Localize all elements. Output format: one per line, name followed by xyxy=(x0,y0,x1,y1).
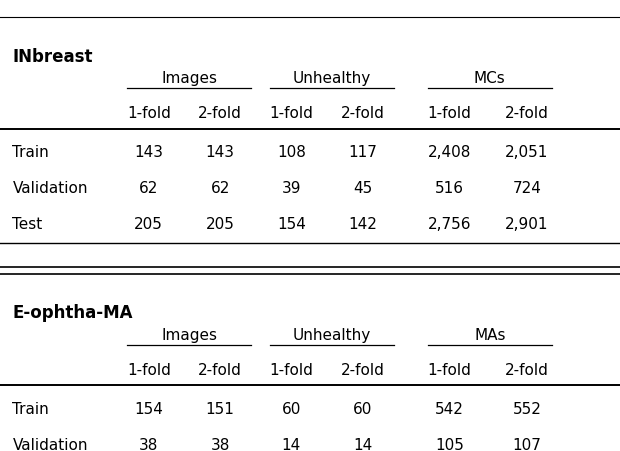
Text: 14: 14 xyxy=(281,437,301,451)
Text: 38: 38 xyxy=(210,437,230,451)
Text: 117: 117 xyxy=(348,145,377,160)
Text: 108: 108 xyxy=(277,145,306,160)
Text: 107: 107 xyxy=(513,437,541,451)
Text: 1-fold: 1-fold xyxy=(127,363,170,377)
Text: 14: 14 xyxy=(353,437,373,451)
Text: Images: Images xyxy=(161,71,217,86)
Text: 2-fold: 2-fold xyxy=(505,363,549,377)
Text: 142: 142 xyxy=(348,217,377,232)
Text: 2,901: 2,901 xyxy=(505,217,549,232)
Text: Images: Images xyxy=(161,327,217,342)
Text: 2,756: 2,756 xyxy=(428,217,471,232)
Text: 1-fold: 1-fold xyxy=(270,106,313,121)
Text: Unhealthy: Unhealthy xyxy=(293,327,371,342)
Text: Train: Train xyxy=(12,401,49,416)
Text: 60: 60 xyxy=(353,401,373,416)
Text: Validation: Validation xyxy=(12,181,88,196)
Text: 1-fold: 1-fold xyxy=(428,106,471,121)
Text: 724: 724 xyxy=(513,181,541,196)
Text: 2-fold: 2-fold xyxy=(198,363,242,377)
Text: E-ophtha-MA: E-ophtha-MA xyxy=(12,304,133,322)
Text: 1-fold: 1-fold xyxy=(127,106,170,121)
Text: 154: 154 xyxy=(135,401,163,416)
Text: 2-fold: 2-fold xyxy=(198,106,242,121)
Text: 151: 151 xyxy=(206,401,234,416)
Text: 60: 60 xyxy=(281,401,301,416)
Text: Test: Test xyxy=(12,217,43,232)
Text: 1-fold: 1-fold xyxy=(428,363,471,377)
Text: 2,408: 2,408 xyxy=(428,145,471,160)
Text: Unhealthy: Unhealthy xyxy=(293,71,371,86)
Text: 2-fold: 2-fold xyxy=(341,106,384,121)
Text: 542: 542 xyxy=(435,401,464,416)
Text: 62: 62 xyxy=(139,181,159,196)
Text: Train: Train xyxy=(12,145,49,160)
Text: 143: 143 xyxy=(135,145,163,160)
Text: 62: 62 xyxy=(210,181,230,196)
Text: 1-fold: 1-fold xyxy=(270,363,313,377)
Text: 143: 143 xyxy=(206,145,234,160)
Text: 38: 38 xyxy=(139,437,159,451)
Text: 105: 105 xyxy=(435,437,464,451)
Text: MAs: MAs xyxy=(474,327,505,342)
Text: 205: 205 xyxy=(206,217,234,232)
Text: MCs: MCs xyxy=(474,71,506,86)
Text: 45: 45 xyxy=(353,181,373,196)
Text: 2-fold: 2-fold xyxy=(341,363,384,377)
Text: INbreast: INbreast xyxy=(12,47,93,65)
Text: 205: 205 xyxy=(135,217,163,232)
Text: 2-fold: 2-fold xyxy=(505,106,549,121)
Text: Validation: Validation xyxy=(12,437,88,451)
Text: 552: 552 xyxy=(513,401,541,416)
Text: 516: 516 xyxy=(435,181,464,196)
Text: 2,051: 2,051 xyxy=(505,145,549,160)
Text: 154: 154 xyxy=(277,217,306,232)
Text: 39: 39 xyxy=(281,181,301,196)
